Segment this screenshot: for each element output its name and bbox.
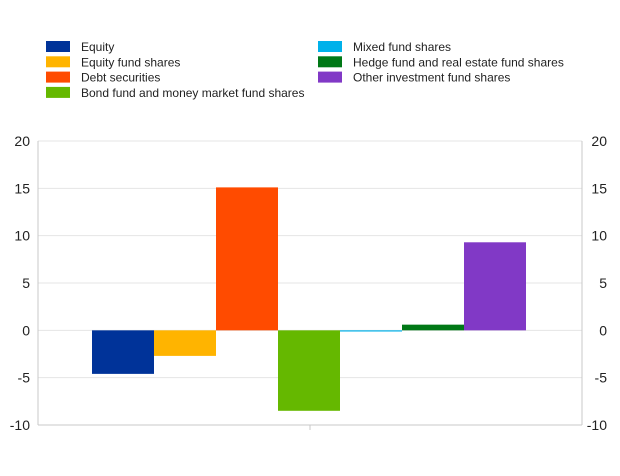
y-tick-left-5: -5: [18, 370, 31, 386]
bars: [92, 187, 526, 411]
bar-1: [92, 330, 154, 374]
legend-label-4: Bond fund and money market fund shares: [81, 86, 304, 100]
y-tick-right-3: 5: [599, 275, 607, 291]
y-tick-right-6: -10: [587, 417, 607, 433]
y-tick-right-4: 0: [599, 322, 607, 338]
bar-2: [154, 330, 216, 356]
bar-3: [216, 187, 278, 331]
y-tick-left-1: 15: [14, 180, 30, 196]
bar-4: [278, 330, 340, 411]
legend-swatch-3: [46, 71, 70, 83]
y-tick-left-2: 10: [14, 228, 30, 244]
y-axis-right-ticks: 20 15 10 5 0 -5 -10: [587, 133, 607, 433]
bar-6: [402, 324, 464, 331]
y-tick-right-5: -5: [595, 370, 608, 386]
y-tick-left-0: 20: [14, 133, 30, 149]
legend-swatch-4: [46, 86, 70, 98]
legend-swatch-7: [318, 71, 342, 83]
legend-label-7: Other investment fund shares: [353, 71, 510, 85]
y-tick-right-2: 10: [591, 228, 607, 244]
legend-swatch-6: [318, 56, 342, 68]
axes: [37, 141, 583, 430]
legend-swatch-1: [46, 41, 70, 52]
bar-5: [340, 330, 402, 332]
y-tick-right-1: 15: [591, 180, 607, 196]
legend-label-3: Debt securities: [81, 71, 160, 85]
legend-label-1: Equity: [81, 40, 114, 54]
y-tick-left-4: 0: [22, 322, 30, 338]
y-tick-left-6: -10: [10, 417, 30, 433]
bar-7: [464, 242, 526, 331]
legend-label-2: Equity fund shares: [81, 55, 180, 69]
y-axis-left-ticks: 20 15 10 5 0 -5 -10: [10, 133, 30, 433]
y-tick-left-3: 5: [22, 275, 30, 291]
legend-label-6: Hedge fund and real estate fund shares: [353, 55, 564, 69]
legend-label-5: Mixed fund shares: [353, 40, 451, 54]
legend-swatch-2: [46, 56, 70, 68]
legend-swatch-5: [318, 41, 342, 52]
y-tick-right-0: 20: [591, 133, 607, 149]
